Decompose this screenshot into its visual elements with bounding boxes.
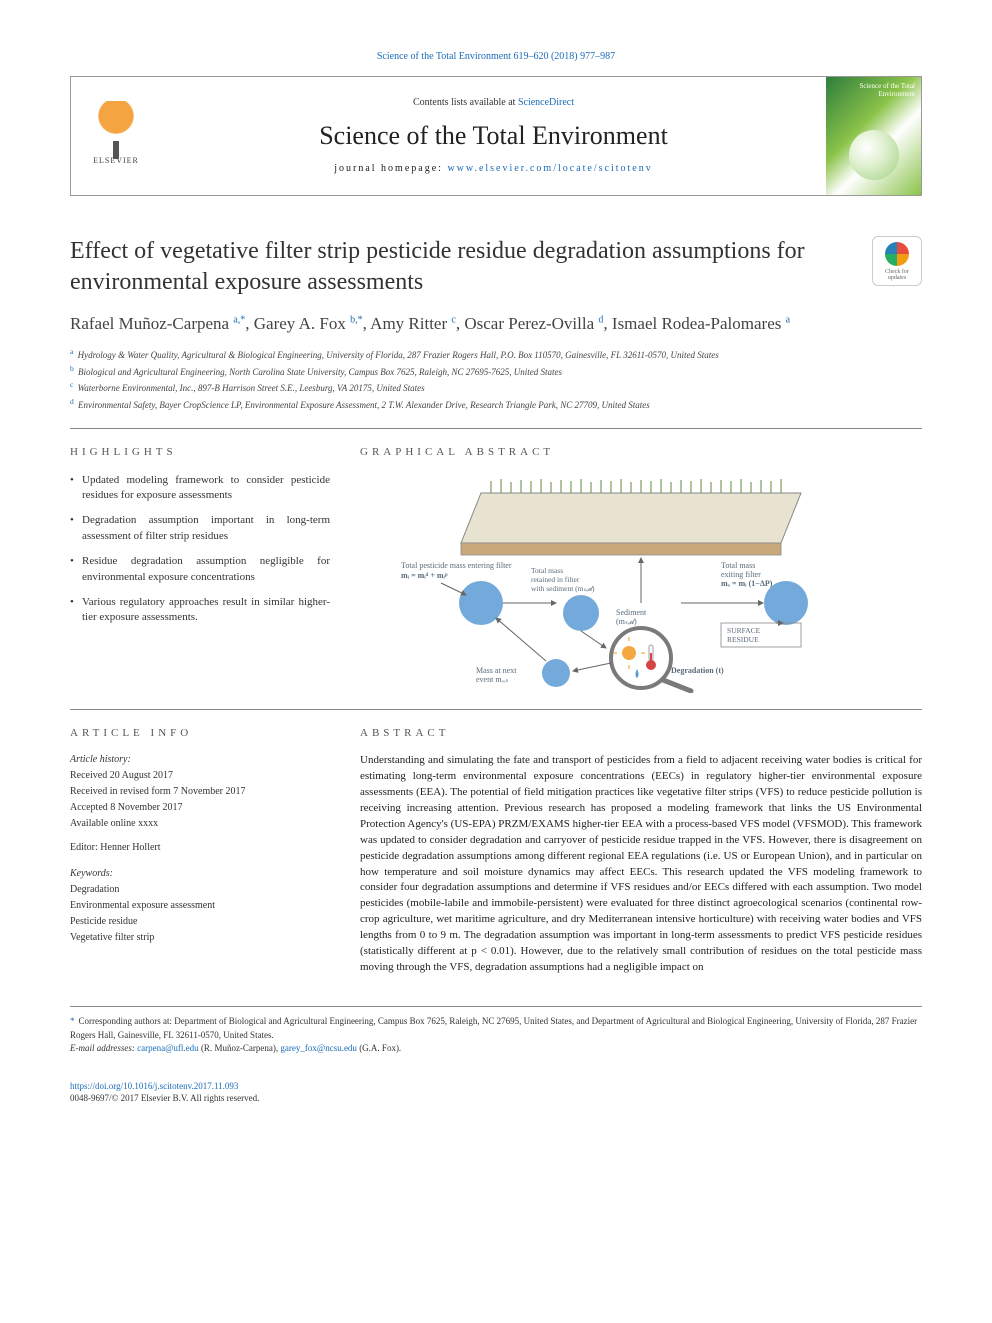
divider-1 [70,428,922,429]
issn-line: 0048-9697/© 2017 Elsevier B.V. All right… [70,1092,922,1105]
highlight-item: Residue degradation assumption negligibl… [70,554,330,585]
divider-2 [70,709,922,710]
ga-magnifier-handle [663,680,691,691]
sciencedirect-link[interactable]: ScienceDirect [518,97,574,108]
contents-line: Contents lists available at ScienceDirec… [161,96,826,110]
ga-label-mi-eq: mᵢ = mᵢᵈ + mᵢᵖ [401,571,448,580]
homepage-link[interactable]: www.elsevier.com/locate/scitotenv [447,163,652,174]
ga-svg: Total pesticide mass entering filter mᵢ … [360,473,922,693]
article-info-head: ARTICLE INFO [70,726,330,741]
email-label: E-mail addresses: [70,1043,135,1053]
abstract-head: ABSTRACT [360,726,922,741]
history-head: Article history: [70,753,330,767]
ga-label-degradation: Degradation (t) [671,666,724,675]
affiliation-line: d Environmental Safety, Bayer CropScienc… [70,396,922,413]
email-link-1[interactable]: carpena@ufl.edu [137,1043,199,1053]
highlight-item: Updated modeling framework to consider p… [70,473,330,504]
footnote-divider [70,1006,922,1007]
ga-thermo-fill [650,653,652,663]
ga-label-mass-next: Mass at next event mᵣₑₛ [476,666,518,684]
abstract-col: ABSTRACT Understanding and simulating th… [360,726,922,977]
highlights-ga-row: HIGHLIGHTS Updated modeling framework to… [70,445,922,692]
doi-link[interactable]: https://doi.org/10.1016/j.scitotenv.2017… [70,1081,238,1091]
ga-label-total-in: Total pesticide mass entering filter [401,561,512,570]
affiliations-block: a Hydrology & Water Quality, Agricultura… [70,346,922,412]
keywords-list: Degradation Environmental exposure assess… [70,883,330,945]
journal-header-box: ELSEVIER Contents lists available at Sci… [70,76,922,196]
elsevier-tree-icon [91,101,141,151]
received-date: Received 20 August 2017 [70,769,330,783]
journal-header-center: Contents lists available at ScienceDirec… [161,77,826,195]
citation-text: Science of the Total Environment 619–620… [377,51,615,62]
ga-outflow-circle [764,581,808,625]
keyword-item: Environmental exposure assessment [70,899,330,913]
publisher-logo-cell: ELSEVIER [71,77,161,195]
article-info-block: Article history: Received 20 August 2017… [70,753,330,945]
journal-name: Science of the Total Environment [161,118,826,154]
footnotes-block: *Corresponding authors at: Department of… [70,1015,922,1056]
corresponding-note: *Corresponding authors at: Department of… [70,1015,922,1042]
footer-block: https://doi.org/10.1016/j.scitotenv.2017… [70,1080,922,1105]
corr-text: Corresponding authors at: Department of … [70,1016,917,1040]
affiliation-line: a Hydrology & Water Quality, Agricultura… [70,346,922,363]
crossmark-icon [885,242,909,266]
cover-globe-icon [849,130,899,180]
email-link-2[interactable]: garey_fox@ncsu.edu [280,1043,357,1053]
article-title: Effect of vegetative filter strip pestic… [70,236,852,298]
highlights-col: HIGHLIGHTS Updated modeling framework to… [70,445,330,692]
affiliation-line: b Biological and Agricultural Engineerin… [70,363,922,380]
keyword-item: Vegetative filter strip [70,931,330,945]
title-row: Effect of vegetative filter strip pestic… [70,236,922,298]
highlight-item: Various regulatory approaches result in … [70,595,330,626]
page-container: Science of the Total Environment 619–620… [0,0,992,1145]
journal-cover-thumb: Science of the Total Environment [826,77,921,195]
homepage-line: journal homepage: www.elsevier.com/locat… [161,162,826,176]
highlights-head: HIGHLIGHTS [70,445,330,460]
article-info-col: ARTICLE INFO Article history: Received 2… [70,726,330,977]
email-line: E-mail addresses: carpena@ufl.edu (R. Mu… [70,1042,922,1056]
citation-header: Science of the Total Environment 619–620… [70,50,922,64]
crossmark-badge[interactable]: Check for updates [872,236,922,286]
abstract-text: Understanding and simulating the fate an… [360,753,922,976]
elsevier-logo: ELSEVIER [86,101,146,171]
ga-sed-circle [563,595,599,631]
ga-label-sed: Sediment (mₛₑ𝒹) [616,608,648,626]
ga-label-mo-eq: mₒ = mᵢ (1−ΔP) [721,579,773,588]
online-date: Available online xxxx [70,817,330,831]
ga-next-event-circle [542,659,570,687]
ga-filter-strip [461,479,801,555]
email-who-2: (G.A. Fox). [359,1043,401,1053]
ga-sun-icon [622,646,636,660]
crossmark-text: Check for updates [885,269,909,281]
keyword-item: Pesticide residue [70,915,330,929]
highlight-item: Degradation assumption important in long… [70,513,330,544]
keyword-item: Degradation [70,883,330,897]
revised-date: Received in revised form 7 November 2017 [70,785,330,799]
email-who-1: (R. Muñoz-Carpena), [201,1043,278,1053]
cover-title: Science of the Total Environment [826,83,915,98]
graphical-abstract-col: GRAPHICAL ABSTRACT [360,445,922,692]
crossmark-line2: updates [888,275,906,281]
graphical-abstract-figure: Total pesticide mass entering filter mᵢ … [360,473,922,693]
accepted-date: Accepted 8 November 2017 [70,801,330,815]
ga-label-total-sed: Total mass retained in filter with sedim… [531,566,595,593]
editor-label: Editor: [70,842,98,853]
affiliation-line: c Waterborne Environmental, Inc., 897-B … [70,379,922,396]
ga-label-total-out: Total mass exiting filter [721,561,761,579]
homepage-prefix: journal homepage: [334,163,447,174]
info-abstract-row: ARTICLE INFO Article history: Received 2… [70,726,922,977]
ga-label-surface-res: SURFACE RESIDUE [727,626,762,644]
editor-line: Editor: Henner Hollert [70,841,330,855]
editor-name: Henner Hollert [100,842,160,853]
keywords-head: Keywords: [70,867,330,881]
authors-line: Rafael Muñoz-Carpena a,*, Garey A. Fox b… [70,312,922,336]
contents-prefix: Contents lists available at [413,97,518,108]
highlights-list: Updated modeling framework to consider p… [70,473,330,626]
ga-head: GRAPHICAL ABSTRACT [360,445,922,460]
